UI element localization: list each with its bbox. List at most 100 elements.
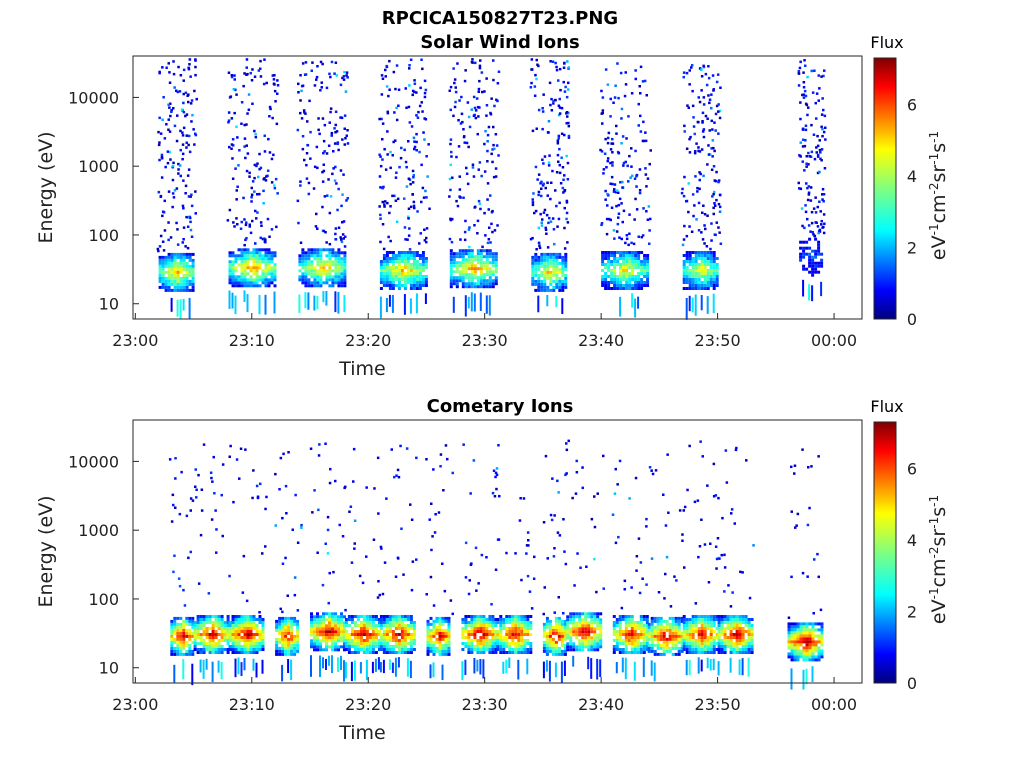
flux-cell — [340, 284, 344, 288]
flux-cell — [584, 642, 588, 646]
flux-cell — [542, 182, 545, 186]
flux-cell — [449, 599, 453, 602]
flux-cell — [250, 79, 254, 82]
flux-cell — [407, 105, 411, 109]
flux-cell — [371, 615, 375, 618]
flux-cell — [703, 224, 706, 227]
flux-cell — [259, 482, 262, 486]
flux-cell — [284, 631, 288, 635]
flux-cell — [325, 624, 328, 628]
flux-cell — [226, 627, 230, 630]
flux-cell — [199, 618, 203, 621]
flux-cell — [325, 630, 328, 634]
flux-cell — [421, 254, 425, 257]
flux-cell — [208, 615, 212, 618]
flux-cell — [470, 249, 474, 253]
flux-cell — [549, 264, 553, 268]
flux-cell — [410, 588, 414, 592]
flux-cell — [706, 287, 710, 290]
flux-cell — [634, 287, 638, 290]
flux-cell — [182, 101, 185, 105]
flux-cell — [505, 618, 509, 621]
flux-cell — [562, 518, 565, 521]
flux-cell — [426, 634, 430, 638]
flux-cell — [394, 627, 398, 630]
flux-cell — [397, 645, 401, 648]
flux-cell — [264, 266, 268, 270]
flux-cell — [388, 627, 392, 630]
flux-cell — [494, 276, 498, 280]
flux-cell — [243, 284, 247, 288]
flux-cell — [547, 164, 551, 167]
flux-cell — [179, 255, 183, 259]
flux-cell — [631, 174, 634, 177]
flux-cell — [637, 102, 640, 106]
flux-cell — [409, 642, 413, 645]
flux-cell — [487, 238, 491, 241]
flux-cell — [387, 94, 390, 98]
flux-cell — [713, 202, 716, 205]
flux-cell — [365, 618, 369, 621]
flux-cell — [340, 238, 343, 241]
flux-cell — [818, 148, 822, 152]
flux-cell — [331, 281, 335, 285]
flux-cell — [231, 263, 235, 267]
flux-cell — [226, 615, 230, 618]
flux-cell — [555, 282, 559, 286]
flux-cell — [391, 281, 395, 284]
flux-cell — [258, 278, 262, 282]
flux-cell — [185, 619, 189, 623]
flux-cell — [564, 273, 568, 277]
flux-cell — [170, 634, 174, 638]
flux-cell — [534, 261, 538, 265]
flux-cell — [211, 645, 215, 648]
flux-cell — [296, 199, 300, 203]
flux-cell — [596, 645, 600, 649]
flux-cell — [642, 207, 645, 210]
flux-cell — [261, 659, 264, 674]
flux-cell — [208, 642, 212, 645]
panel-title: Solar Wind Ions — [420, 32, 579, 53]
flux-cell — [461, 258, 465, 262]
flux-cell — [188, 255, 192, 259]
flux-cell — [662, 640, 666, 644]
flux-cell — [300, 117, 304, 120]
flux-cell — [246, 112, 249, 115]
flux-cell — [411, 169, 415, 173]
flux-cell — [185, 640, 189, 644]
flux-cell — [631, 269, 635, 272]
flux-cell — [403, 651, 407, 654]
flux-cell — [565, 199, 569, 203]
flux-cell — [185, 215, 188, 219]
flux-cell — [205, 630, 209, 633]
flux-cell — [444, 646, 448, 650]
flux-cell — [816, 153, 820, 157]
flux-cell — [645, 633, 649, 636]
flux-cell — [343, 272, 347, 276]
flux-cell — [316, 227, 319, 230]
flux-cell — [702, 96, 706, 99]
flux-cell — [680, 631, 684, 635]
flux-cell — [822, 213, 826, 216]
flux-cell — [633, 621, 637, 624]
flux-cell — [246, 278, 250, 282]
flux-cell — [702, 135, 706, 139]
flux-cell — [647, 625, 651, 629]
spectrogram-cells — [156, 58, 827, 320]
flux-cell — [231, 645, 235, 648]
flux-cell — [552, 273, 556, 277]
flux-cell — [191, 252, 195, 256]
flux-cell — [662, 643, 666, 647]
flux-cell — [694, 630, 698, 633]
flux-cell — [158, 245, 162, 248]
flux-cell — [317, 454, 321, 457]
flux-cell — [340, 618, 343, 622]
flux-cell — [555, 261, 559, 265]
flux-cell — [323, 195, 327, 198]
flux-cell — [566, 630, 570, 634]
flux-cell — [640, 284, 644, 287]
flux-cell — [284, 640, 288, 644]
flux-cell — [695, 142, 698, 145]
flux-cell — [802, 86, 806, 89]
flux-cell — [563, 631, 567, 635]
